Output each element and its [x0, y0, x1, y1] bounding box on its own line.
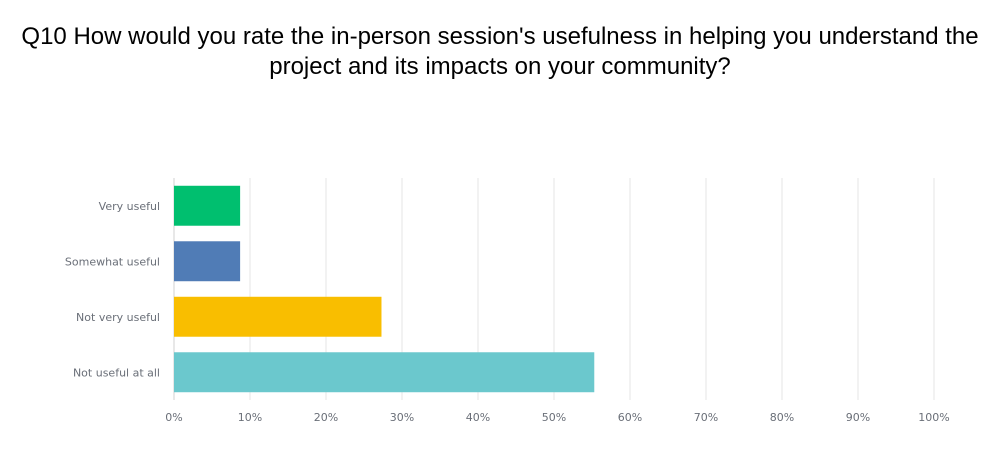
category-labels: Very useful Somewhat useful Not very usefu… — [65, 200, 160, 380]
bar[interactable] — [174, 296, 382, 337]
x-tick-label: 70% — [694, 411, 718, 424]
bar[interactable] — [174, 185, 241, 226]
category-label: Somewhat useful — [65, 255, 160, 268]
category-label: Not useful at all — [73, 366, 160, 379]
x-tick-label: 30% — [390, 411, 414, 424]
chart-title: Q10 How would you rate the in-person ses… — [21, 23, 979, 80]
category-label: Not very useful — [76, 311, 160, 324]
x-tick-label: 80% — [770, 411, 794, 424]
x-tick-label: 20% — [314, 411, 338, 424]
x-tick-label: 50% — [542, 411, 566, 424]
category-label: Very useful — [99, 200, 160, 213]
x-tick-label: 90% — [846, 411, 870, 424]
bar[interactable] — [174, 352, 595, 393]
x-axis-tick-labels: 0% 10% 20% 30% 40% 50% 60% 70% 80% 90% 100% — [165, 411, 949, 424]
x-tick-label: 100% — [918, 411, 949, 424]
x-tick-label: 40% — [466, 411, 490, 424]
bars — [174, 185, 595, 393]
x-tick-label: 10% — [238, 411, 262, 424]
bar[interactable] — [174, 241, 241, 282]
x-tick-label: 0% — [165, 411, 182, 424]
x-tick-label: 60% — [618, 411, 642, 424]
